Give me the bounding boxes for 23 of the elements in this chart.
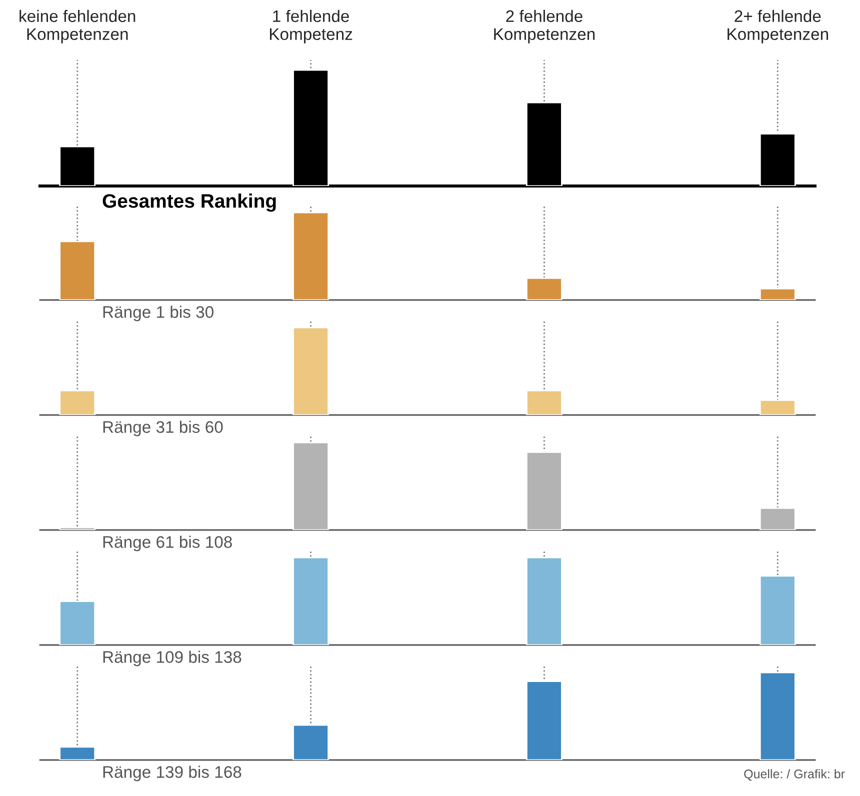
x-tick-label: 1 fehlende Kompetenz — [270, 10, 352, 44]
bar — [526, 277, 562, 300]
text: Ränge 109 bis 138 — [103, 650, 242, 666]
text: Ränge 61 bis 108 — [103, 536, 232, 552]
text: Ränge 139 bis 168 — [103, 766, 242, 782]
bar — [526, 680, 562, 760]
text: Ränge 31 bis 60 — [103, 420, 223, 436]
bar — [59, 746, 96, 760]
source-note: Quelle: / Grafik: br — [744, 769, 845, 781]
x-tick-label: keine fehlenden Kompetenzen — [20, 10, 136, 44]
bar — [59, 526, 96, 530]
bar — [59, 240, 96, 300]
bar — [759, 288, 796, 300]
x-tick-label: 2 fehlende Kompetenzen — [494, 10, 595, 44]
text: Ränge 1 bis 30 — [103, 306, 214, 322]
bar — [526, 452, 562, 530]
text: Gesamtes Ranking — [102, 194, 276, 212]
bar — [292, 442, 329, 530]
bar — [759, 672, 796, 760]
bar — [292, 724, 329, 760]
x-tick-label: 2+ fehlende Kompetenzen — [728, 10, 828, 44]
bar — [759, 507, 796, 530]
bar — [292, 212, 329, 300]
